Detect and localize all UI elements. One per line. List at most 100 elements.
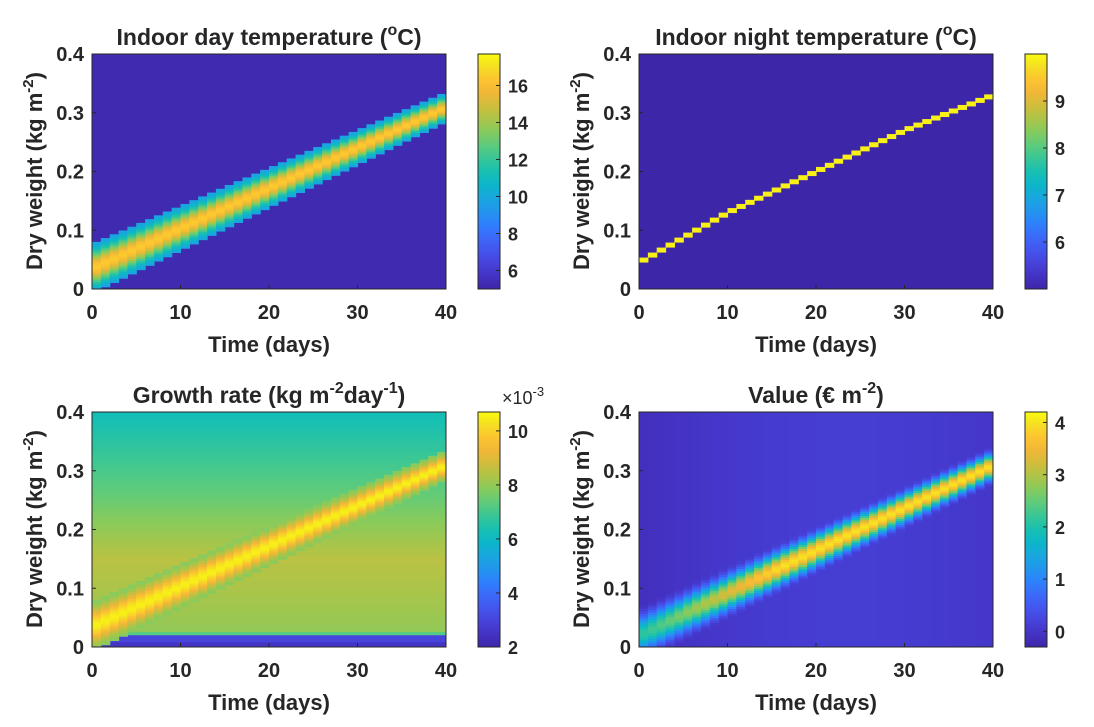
heatmap-cell xyxy=(392,136,403,139)
heatmap-cell xyxy=(171,572,182,575)
colorbar-tick-label: 8 xyxy=(508,476,518,496)
heatmap-cell xyxy=(366,485,376,488)
heatmap-cell xyxy=(807,542,817,546)
heatmap-cell xyxy=(313,508,323,511)
heatmap-cell xyxy=(180,570,190,574)
heatmap-cell xyxy=(171,224,182,228)
heatmap-cell xyxy=(375,123,385,126)
heatmap-cell xyxy=(180,580,190,584)
heatmap-cell xyxy=(180,564,190,567)
heatmap-cell xyxy=(109,238,120,242)
heatmap-cell xyxy=(816,553,826,557)
heatmap-cell xyxy=(851,540,861,543)
heatmap-cell xyxy=(348,163,359,166)
heatmap-cell xyxy=(100,284,111,288)
heatmap-cell xyxy=(118,239,128,243)
heatmap-cell xyxy=(162,610,173,614)
heatmap-cell xyxy=(886,514,897,518)
heatmap-cell xyxy=(233,200,244,204)
heatmap-cell xyxy=(727,577,737,581)
heatmap-cell xyxy=(665,634,675,638)
heatmap-cell xyxy=(295,512,305,516)
heatmap-cell xyxy=(922,503,932,506)
heatmap-cell xyxy=(647,617,658,621)
heatmap-cell xyxy=(904,484,914,488)
heatmap-cell xyxy=(322,530,332,533)
heatmap-cell xyxy=(647,637,658,642)
heatmap-cell xyxy=(639,631,649,636)
heatmap-cell xyxy=(709,217,720,223)
heatmap-cell xyxy=(153,608,164,611)
heatmap-cell xyxy=(984,455,993,459)
heatmap-cell xyxy=(277,184,288,187)
heatmap-cell xyxy=(656,636,667,640)
heatmap-cell xyxy=(789,568,799,572)
heatmap-cell xyxy=(392,120,403,123)
y-tick-label: 0 xyxy=(620,637,631,659)
heatmap-cell xyxy=(207,566,217,570)
heatmap-cell xyxy=(145,225,155,229)
heatmap-cell xyxy=(162,580,173,584)
heatmap-cell xyxy=(984,467,993,471)
heatmap-cell xyxy=(665,595,675,600)
heatmap-cell xyxy=(656,631,667,635)
heatmap-cell xyxy=(145,236,155,240)
heatmap-cell xyxy=(674,591,684,596)
heatmap-cell xyxy=(242,539,252,542)
y-axis-label: Dry weight (kg m-2) xyxy=(20,430,47,628)
heatmap-cell xyxy=(136,249,146,253)
heatmap-cell xyxy=(419,104,429,107)
heatmap-cell xyxy=(348,504,359,508)
heatmap-cell xyxy=(92,272,102,276)
heatmap-cell xyxy=(736,587,746,591)
heatmap-cell xyxy=(727,610,737,614)
heatmap-cell xyxy=(145,596,155,600)
heatmap-cell xyxy=(392,494,403,497)
heatmap-cell xyxy=(109,638,120,641)
heatmap-cell xyxy=(304,523,314,526)
heatmap-cell xyxy=(269,167,279,171)
heatmap-cell xyxy=(189,595,199,599)
heatmap-cell xyxy=(92,513,446,519)
heatmap-cell xyxy=(931,500,941,504)
heatmap-cell xyxy=(428,467,438,470)
heatmap-cell xyxy=(851,509,861,512)
heatmap-cell xyxy=(692,583,702,587)
heatmap-cell xyxy=(189,202,199,205)
heatmap-cell xyxy=(762,549,773,553)
heatmap-cell xyxy=(286,171,297,174)
y-tick-label: 0.3 xyxy=(603,103,631,125)
heatmap-cell xyxy=(754,571,764,575)
heatmap-cell xyxy=(277,549,288,553)
heatmap-cell xyxy=(428,102,438,105)
heatmap-cell xyxy=(92,251,102,255)
heatmap-cell xyxy=(215,224,226,228)
heatmap-cell xyxy=(92,470,446,476)
heatmap-cell xyxy=(215,560,226,564)
heatmap-cell xyxy=(277,165,288,169)
heatmap-cell xyxy=(437,112,446,115)
heatmap-cell xyxy=(322,155,332,158)
heatmap-cell xyxy=(842,521,852,525)
heatmap-cell xyxy=(869,537,879,541)
heatmap-cell xyxy=(957,469,968,473)
heatmap-cell xyxy=(339,493,350,496)
heatmap-cell xyxy=(136,583,146,586)
heatmap-cell xyxy=(754,592,764,596)
heatmap-cell xyxy=(322,150,332,153)
heatmap-cell xyxy=(162,586,173,590)
heatmap-cell xyxy=(286,541,297,545)
heatmap-cell xyxy=(709,602,720,606)
heatmap-cell xyxy=(428,461,438,464)
heatmap-cell xyxy=(242,570,252,573)
heatmap-cell xyxy=(877,505,888,508)
heatmap-cell xyxy=(727,582,737,586)
heatmap-cell xyxy=(171,250,182,253)
heatmap-cell xyxy=(269,197,279,201)
heatmap-cell xyxy=(428,460,438,463)
heatmap-cell xyxy=(260,177,270,180)
heatmap-cell xyxy=(242,190,252,194)
y-tick-label: 0.4 xyxy=(603,402,632,424)
heatmap-cell xyxy=(92,459,446,464)
heatmap-cell xyxy=(401,480,412,483)
